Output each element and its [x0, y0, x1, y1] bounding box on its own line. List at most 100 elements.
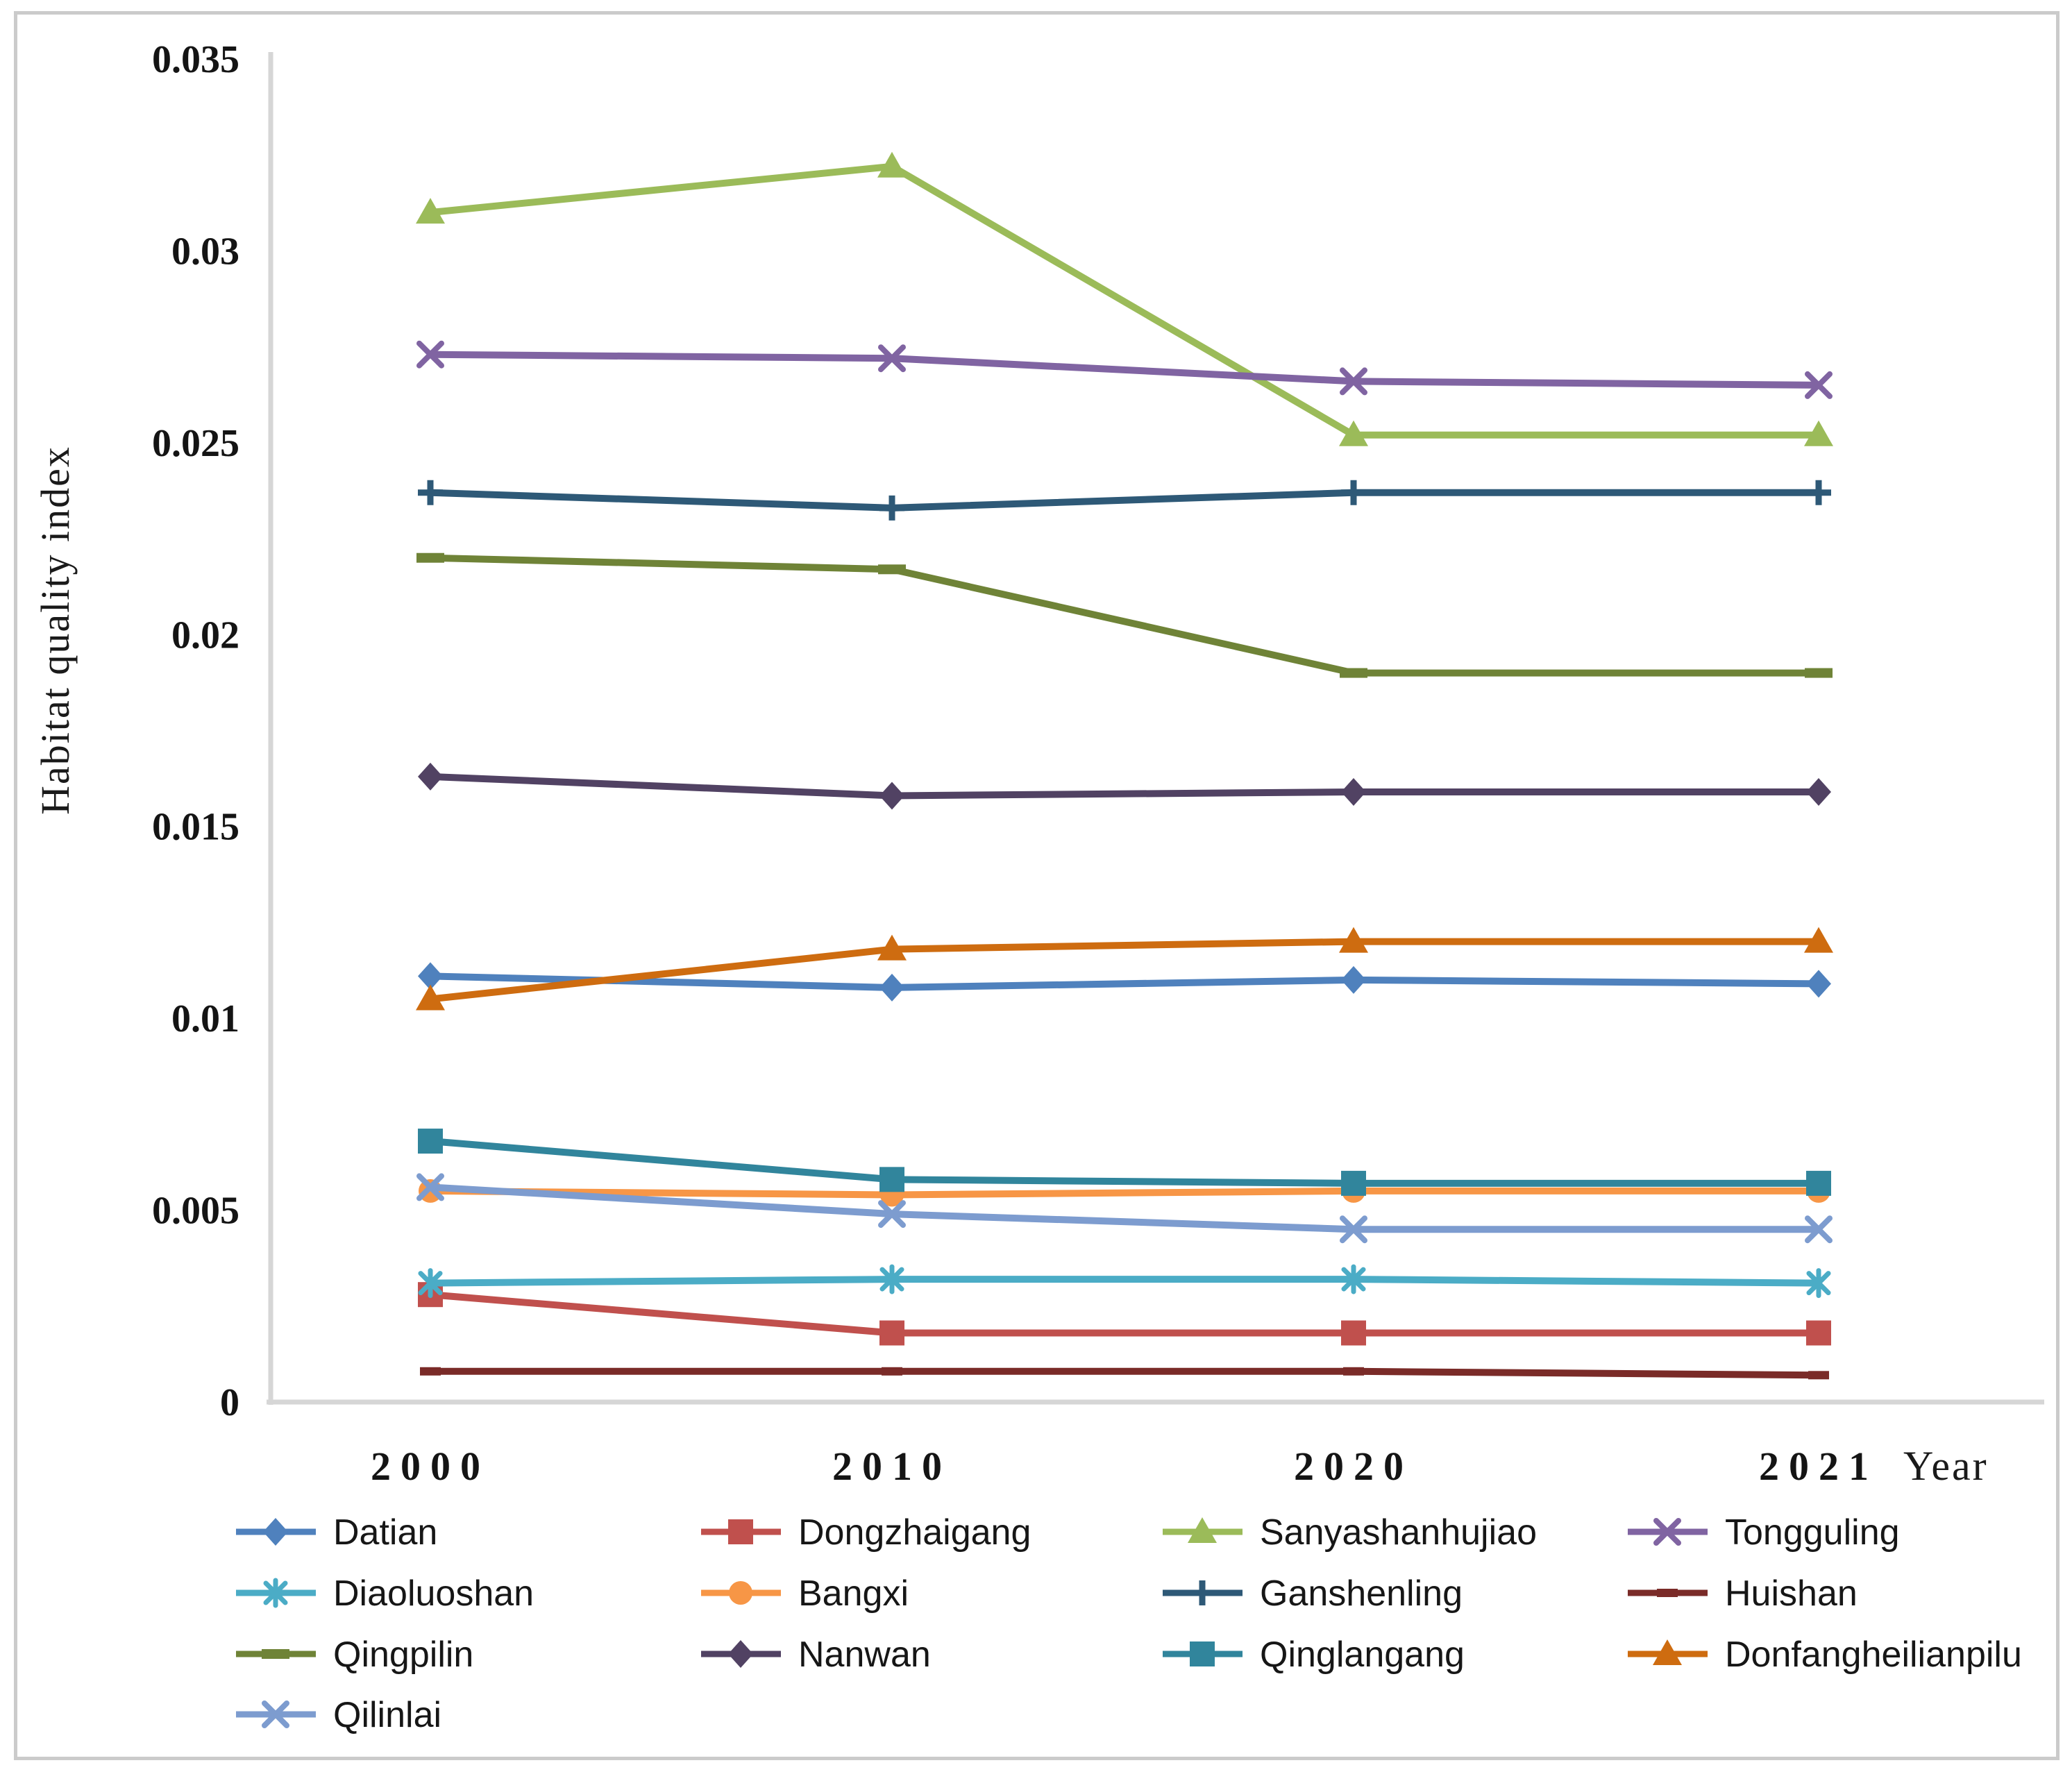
legend-item-label: Qinglangang	[1260, 1635, 1465, 1675]
series-line	[427, 1138, 1822, 1187]
marker-triangle	[1804, 420, 1833, 446]
legend-item-label: Tongguling	[1725, 1512, 1900, 1553]
y-tick-label: 0.035	[152, 38, 239, 81]
series-line	[427, 1367, 1822, 1379]
marker-x	[1340, 1215, 1367, 1244]
legend-item-label: Donfangheilianpilu	[1725, 1635, 2022, 1675]
legend-item-label: Diaoluoshan	[333, 1573, 534, 1614]
marker-dash-long	[1805, 668, 1833, 678]
series-line	[427, 1183, 1822, 1233]
marker-diamond	[1806, 777, 1831, 806]
marker-plus	[879, 495, 904, 521]
marker-x	[1653, 1518, 1681, 1546]
marker-square	[1341, 1170, 1366, 1196]
marker-asterisk	[418, 1268, 443, 1299]
marker-dash	[882, 1367, 902, 1376]
marker-x	[878, 344, 906, 373]
legend-item-label: Dongzhaigang	[798, 1512, 1031, 1553]
series-line	[427, 489, 1822, 512]
marker-x	[1340, 367, 1367, 396]
y-tick-label: 0.01	[171, 997, 239, 1040]
marker-triangle	[877, 934, 907, 961]
marker-asterisk	[879, 1264, 904, 1294]
marker-triangle	[1804, 927, 1833, 953]
marker-square	[1806, 1170, 1831, 1196]
marker-square	[1190, 1641, 1215, 1666]
marker-diamond	[1341, 965, 1366, 994]
marker-square	[418, 1129, 443, 1154]
marker-asterisk	[1806, 1268, 1831, 1299]
marker-plus	[1341, 480, 1366, 505]
x-tick-label: 2010	[832, 1444, 952, 1489]
marker-diamond	[1341, 777, 1366, 806]
marker-triangle	[1339, 420, 1368, 446]
marker-asterisk	[263, 1578, 288, 1608]
x-tick-label: 2000	[371, 1444, 490, 1489]
marker-dash-long	[1340, 668, 1367, 678]
marker-plus	[1806, 480, 1831, 505]
marker-x	[878, 1200, 906, 1229]
x-tick-label: 2020	[1294, 1444, 1413, 1489]
marker-x	[416, 1173, 444, 1201]
series-line	[427, 1187, 1822, 1199]
legend-item-label: Bangxi	[798, 1573, 909, 1614]
y-tick-label: 0.015	[152, 806, 239, 849]
y-axis-title: Habitat quality index	[33, 446, 78, 815]
series-line	[427, 351, 1822, 389]
marker-triangle	[877, 151, 907, 178]
marker-dash	[1343, 1367, 1364, 1376]
legend-item-label: Nanwan	[798, 1635, 931, 1675]
marker-diamond	[879, 782, 904, 810]
series-line	[427, 938, 1822, 1003]
y-tick-label: 0.02	[171, 614, 239, 657]
marker-plus	[418, 480, 443, 505]
y-tick-label: 0.005	[152, 1190, 239, 1233]
marker-triangle	[1188, 1517, 1217, 1543]
series-line	[427, 1291, 1822, 1337]
legend-item-label: Datian	[333, 1512, 437, 1553]
marker-triangle	[1653, 1639, 1682, 1665]
legend-item-label: Sanyashanhujiao	[1260, 1512, 1537, 1553]
marker-triangle	[416, 198, 445, 224]
marker-circle	[729, 1581, 752, 1605]
marker-plus	[1190, 1580, 1215, 1605]
y-tick-label: 0	[220, 1381, 239, 1424]
marker-diamond	[879, 973, 904, 1002]
marker-dash	[1808, 1371, 1829, 1380]
marker-diamond	[728, 1640, 753, 1668]
marker-dash	[420, 1367, 441, 1376]
legend-item-label: Qilinlai	[333, 1695, 441, 1735]
marker-dash-long	[416, 552, 444, 563]
marker-triangle	[416, 984, 445, 1011]
marker-dash	[1657, 1589, 1678, 1597]
legend-item-label: Ganshenling	[1260, 1573, 1463, 1614]
x-tick-label: 2021	[1759, 1444, 1878, 1489]
marker-diamond	[418, 762, 443, 791]
series-line	[427, 554, 1822, 677]
series-line	[427, 162, 1822, 439]
series-line	[427, 972, 1822, 991]
marker-square	[728, 1519, 753, 1544]
marker-square	[879, 1320, 904, 1346]
marker-x	[262, 1700, 289, 1728]
marker-x	[416, 340, 444, 369]
marker-triangle	[1339, 927, 1368, 953]
marker-x	[1805, 1215, 1833, 1244]
legend-item-label: Qingpilin	[333, 1635, 473, 1675]
marker-diamond	[418, 962, 443, 990]
legend-item-label: Huishan	[1725, 1573, 1858, 1614]
marker-dash-long	[262, 1649, 289, 1659]
marker-square	[879, 1167, 904, 1192]
series-line	[427, 1276, 1822, 1287]
marker-square	[1341, 1320, 1366, 1346]
marker-diamond	[263, 1518, 288, 1546]
y-tick-label: 0.03	[171, 230, 239, 273]
marker-square	[1806, 1320, 1831, 1346]
marker-asterisk	[1341, 1264, 1366, 1294]
series-line	[427, 773, 1822, 800]
marker-dash-long	[878, 564, 906, 575]
marker-diamond	[1806, 970, 1831, 998]
y-tick-label: 0.025	[152, 422, 239, 465]
